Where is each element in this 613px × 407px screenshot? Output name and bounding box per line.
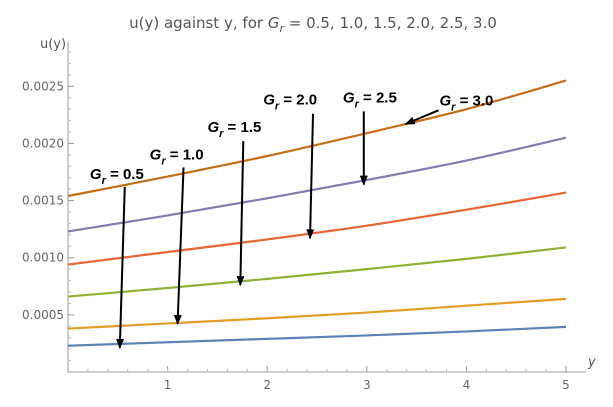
annotation-arrow	[116, 186, 126, 349]
annotation-arrow	[173, 167, 185, 325]
x-tick-label: 3	[363, 378, 371, 392]
series-line	[67, 297, 567, 330]
annotation-label: Gr = 2.5	[343, 89, 397, 110]
y-tick-label: 0.0010	[22, 251, 64, 265]
y-tick-label: 0.0020	[22, 136, 64, 150]
y-tick-label: 0.0025	[22, 79, 64, 93]
x-tick-label: 2	[263, 378, 271, 392]
x-tick-label: 5	[562, 378, 570, 392]
annotation: Gr = 2.5	[343, 89, 397, 186]
x-tick-label: 1	[164, 378, 172, 392]
series-line	[67, 246, 567, 298]
annotation-label: Gr = 1.0	[150, 146, 204, 167]
annotation: Gr = 1.5	[207, 119, 261, 287]
annotation-arrow	[236, 141, 245, 287]
axes: 1 2 3 4 5 0.0005 0.0010 0.0015 0.0020 0.0025 u(y) y	[22, 37, 596, 392]
x-axis-label: y	[587, 355, 596, 370]
annotation: Gr = 2.0	[263, 92, 317, 240]
y-tick-label: 0.0005	[22, 308, 64, 322]
annotation-label: Gr = 0.5	[90, 166, 144, 187]
series-line	[67, 79, 567, 198]
annotation-layer: Gr = 0.5 Gr = 1.0Gr = 1.5Gr = 2.0 Gr = 2.5…	[90, 89, 494, 349]
x-tick-label: 4	[463, 378, 471, 392]
annotation-label: Gr = 3.0	[440, 93, 494, 114]
annotation: Gr = 3.0	[404, 93, 494, 125]
annotation: Gr = 1.0	[150, 146, 204, 325]
annotation-arrow	[404, 109, 439, 125]
annotation-label: Gr = 1.5	[207, 119, 261, 140]
annotation-label: Gr = 2.0	[263, 92, 317, 113]
series-layer	[67, 79, 567, 347]
y-tick-label: 0.0015	[22, 194, 64, 208]
annotation-arrow	[306, 113, 315, 240]
series-line	[67, 191, 567, 266]
series-line	[67, 325, 567, 347]
series-line	[67, 136, 567, 233]
y-axis-label: u(y)	[40, 37, 66, 52]
annotation: Gr = 0.5	[90, 166, 144, 349]
chart-title: u(y) against y, for Gr = 0.5, 1.0, 1.5, …	[129, 14, 497, 35]
